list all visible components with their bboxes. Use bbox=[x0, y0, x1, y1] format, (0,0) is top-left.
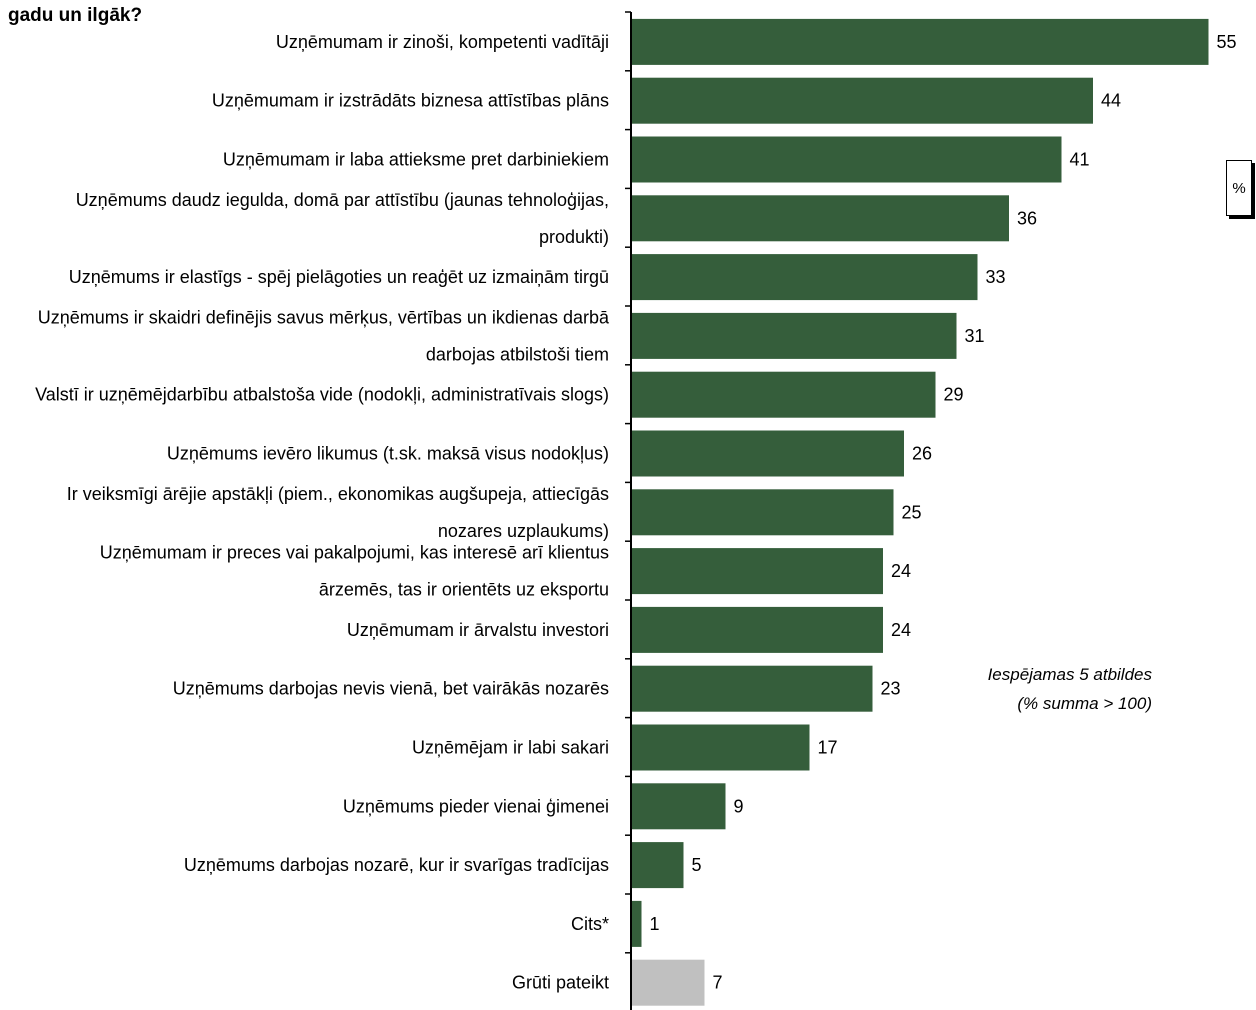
value-label: 36 bbox=[1017, 208, 1037, 228]
category-label: Cits* bbox=[571, 914, 609, 934]
value-label: 44 bbox=[1101, 91, 1121, 111]
bar bbox=[631, 665, 873, 712]
bar bbox=[631, 195, 1009, 242]
category-label: Uzņēmumam ir zinoši, kompetenti vadītāji bbox=[276, 32, 609, 52]
bar bbox=[631, 489, 894, 536]
value-label: 55 bbox=[1217, 32, 1237, 52]
category-label: Uzņēmums ir skaidri definējis savus mērķ… bbox=[38, 307, 610, 327]
value-label: 23 bbox=[881, 679, 901, 699]
category-label: Uzņēmums ir elastīgs - spēj pielāgoties … bbox=[69, 267, 609, 287]
value-label: 9 bbox=[734, 796, 744, 816]
bar bbox=[631, 842, 684, 889]
category-label: Uzņēmumam ir preces vai pakalpojumi, kas… bbox=[100, 543, 609, 563]
category-label: Grūti pateikt bbox=[512, 973, 609, 993]
bar bbox=[631, 959, 705, 1006]
note: Iespējamas 5 atbildes (% summa > 100) bbox=[948, 660, 1152, 718]
bar bbox=[631, 312, 957, 359]
category-label: ārzemēs, tas ir orientēts uz eksportu bbox=[319, 580, 609, 600]
bar bbox=[631, 606, 883, 653]
note-line-1: Iespējamas 5 atbildes bbox=[987, 665, 1152, 684]
category-label: darbojas atbilstoši tiem bbox=[426, 344, 609, 364]
value-label: 33 bbox=[986, 267, 1006, 287]
category-label: Uzņēmumam ir laba attieksme pret darbini… bbox=[223, 150, 609, 170]
category-label: Uzņēmums darbojas nozarē, kur ir svarīga… bbox=[184, 855, 609, 875]
category-label: Uzņēmums pieder vienai ģimenei bbox=[343, 796, 609, 816]
value-label: 24 bbox=[891, 620, 911, 640]
value-label: 24 bbox=[891, 561, 911, 581]
category-label: Ir veiksmīgi ārējie apstākļi (piem., eko… bbox=[67, 484, 609, 504]
bar bbox=[631, 136, 1062, 183]
bar bbox=[631, 783, 726, 830]
note-line-2: (% summa > 100) bbox=[1017, 694, 1152, 713]
bar bbox=[631, 430, 904, 477]
category-label: Uzņēmumam ir izstrādāts biznesa attīstīb… bbox=[212, 91, 609, 111]
bar bbox=[631, 371, 936, 418]
category-label: Uzņēmums ievēro likumus (t.sk. maksā vis… bbox=[167, 444, 609, 464]
value-label: 17 bbox=[818, 738, 838, 758]
category-label: nozares uzplaukums) bbox=[438, 521, 609, 541]
bar bbox=[631, 548, 883, 595]
bar bbox=[631, 77, 1093, 124]
bar bbox=[631, 254, 978, 301]
category-label: Valstī ir uzņēmējdarbību atbalstoša vide… bbox=[35, 385, 609, 405]
bar bbox=[631, 724, 810, 771]
category-label: Uzņēmums daudz iegulda, domā par attīstī… bbox=[76, 190, 609, 210]
chart-title: gadu un ilgāk? bbox=[8, 5, 143, 26]
unit-label: % bbox=[1226, 160, 1252, 216]
category-label: Uzņēmums darbojas nevis vienā, bet vairā… bbox=[173, 679, 609, 699]
value-label: 7 bbox=[713, 973, 723, 993]
category-label: produkti) bbox=[539, 227, 609, 247]
value-label: 1 bbox=[650, 914, 660, 934]
value-label: 41 bbox=[1070, 150, 1090, 170]
value-label: 29 bbox=[944, 385, 964, 405]
value-label: 26 bbox=[912, 444, 932, 464]
value-label: 25 bbox=[902, 502, 922, 522]
bar bbox=[631, 18, 1209, 65]
value-label: 5 bbox=[692, 855, 702, 875]
value-label: 31 bbox=[965, 326, 985, 346]
category-label: Uzņēmējam ir labi sakari bbox=[412, 738, 609, 758]
bar bbox=[631, 900, 642, 947]
category-label: Uzņēmumam ir ārvalstu investori bbox=[347, 620, 609, 640]
